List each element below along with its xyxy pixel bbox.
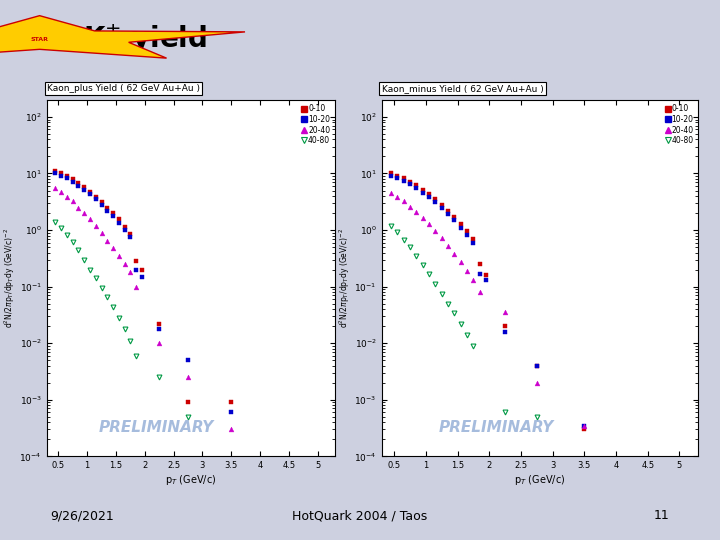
Y-axis label: d$^2$N/2$\pi$p$_T$/dp$_T$dy (GeV/c)$^{-2}$: d$^2$N/2$\pi$p$_T$/dp$_T$dy (GeV/c)$^{-2…	[2, 228, 17, 328]
X-axis label: p$_T$ (GeV/c): p$_T$ (GeV/c)	[514, 473, 566, 487]
Text: 9/26/2021: 9/26/2021	[50, 509, 114, 522]
Text: Kaon_plus Yield ( 62 GeV Au+Au ): Kaon_plus Yield ( 62 GeV Au+Au )	[47, 84, 200, 93]
Text: 11: 11	[654, 509, 670, 522]
Text: HotQuark 2004 / Taos: HotQuark 2004 / Taos	[292, 509, 428, 522]
Text: PRELIMINARY: PRELIMINARY	[99, 420, 214, 435]
Text: K$^{\pm}$ yield: K$^{\pm}$ yield	[83, 22, 207, 56]
Text: PRELIMINARY: PRELIMINARY	[438, 420, 554, 435]
X-axis label: p$_T$ (GeV/c): p$_T$ (GeV/c)	[165, 473, 217, 487]
Legend: 0-10, 10-20, 20-40, 40-80: 0-10, 10-20, 20-40, 40-80	[665, 104, 695, 146]
Polygon shape	[0, 16, 245, 58]
Legend: 0-10, 10-20, 20-40, 40-80: 0-10, 10-20, 20-40, 40-80	[302, 104, 331, 146]
Text: Kaon_minus Yield ( 62 GeV Au+Au ): Kaon_minus Yield ( 62 GeV Au+Au )	[382, 84, 544, 93]
Text: STAR: STAR	[30, 37, 49, 42]
Y-axis label: d$^2$N/2$\pi$p$_T$/dp$_T$dy (GeV/c)$^{-2}$: d$^2$N/2$\pi$p$_T$/dp$_T$dy (GeV/c)$^{-2…	[337, 228, 351, 328]
